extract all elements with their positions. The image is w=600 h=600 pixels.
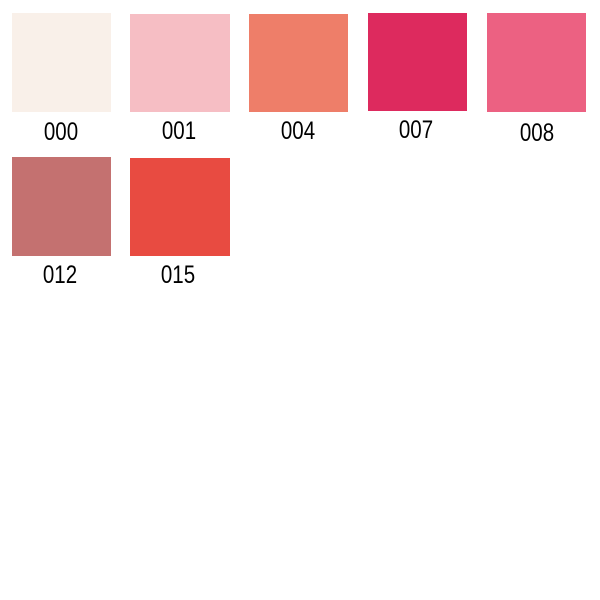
swatch-label: 015 (160, 261, 196, 289)
color-swatch-015[interactable] (130, 158, 230, 256)
swatch-label: 008 (519, 119, 555, 147)
color-swatch-000[interactable] (12, 13, 111, 112)
swatch-label: 012 (42, 261, 78, 289)
color-swatch-004[interactable] (249, 14, 348, 112)
swatch-label: 007 (398, 116, 434, 144)
swatch-label: 004 (280, 117, 316, 145)
swatch-label: 000 (43, 118, 79, 146)
color-swatch-001[interactable] (130, 14, 230, 112)
color-swatch-008[interactable] (487, 13, 586, 112)
color-swatch-012[interactable] (12, 157, 111, 256)
swatch-label: 001 (161, 117, 197, 145)
color-swatch-007[interactable] (368, 13, 467, 111)
